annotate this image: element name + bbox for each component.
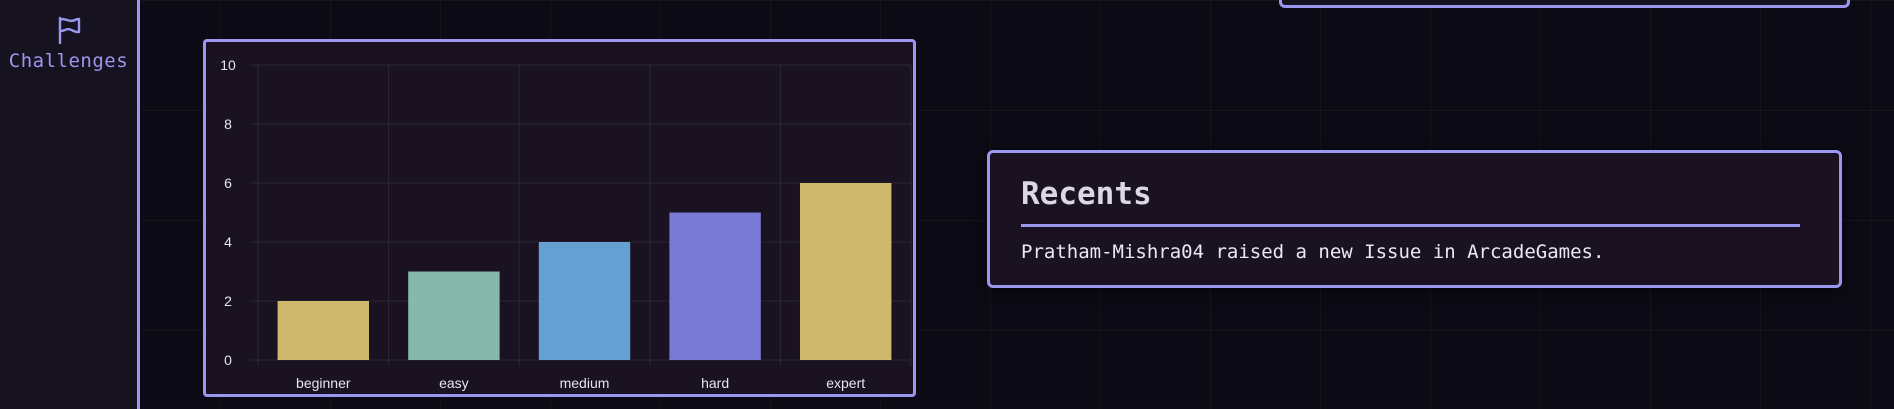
y-tick-label: 2 <box>224 293 232 309</box>
x-tick-label: expert <box>826 375 865 391</box>
bar-beginner <box>277 301 370 360</box>
x-tick-label: hard <box>701 375 729 391</box>
x-tick-label: easy <box>439 375 469 391</box>
bar-medium <box>538 242 631 360</box>
bar-easy <box>408 271 500 360</box>
difficulty-chart: 0 2 4 6 8 10 beginner easy medium hard expert <box>203 39 916 397</box>
y-tick-label: 8 <box>224 116 232 132</box>
x-tick-label: medium <box>560 375 610 391</box>
x-tick-label: beginner <box>296 375 351 391</box>
bar-chart: 0 2 4 6 8 10 beginner easy medium hard expert <box>220 57 912 391</box>
bar-expert <box>799 183 892 360</box>
recents-title: Recents <box>1021 176 1152 212</box>
recents-item: Pratham-Mishra04 raised a new Issue in A… <box>1021 241 1605 263</box>
bar-hard <box>669 212 761 360</box>
y-tick-label: 6 <box>224 175 232 191</box>
top-panel <box>1279 0 1850 8</box>
recents-panel: Recents Pratham-Mishra04 raised a new Is… <box>987 150 1842 288</box>
sidebar: Challenges <box>0 0 140 409</box>
sidebar-item-label: Challenges <box>8 50 129 72</box>
y-tick-label: 10 <box>220 57 236 73</box>
recents-divider <box>1021 224 1800 227</box>
flag-icon <box>53 14 85 46</box>
sidebar-item-challenges[interactable]: Challenges <box>0 14 137 72</box>
y-tick-label: 0 <box>224 352 232 368</box>
y-tick-label: 4 <box>224 234 232 250</box>
